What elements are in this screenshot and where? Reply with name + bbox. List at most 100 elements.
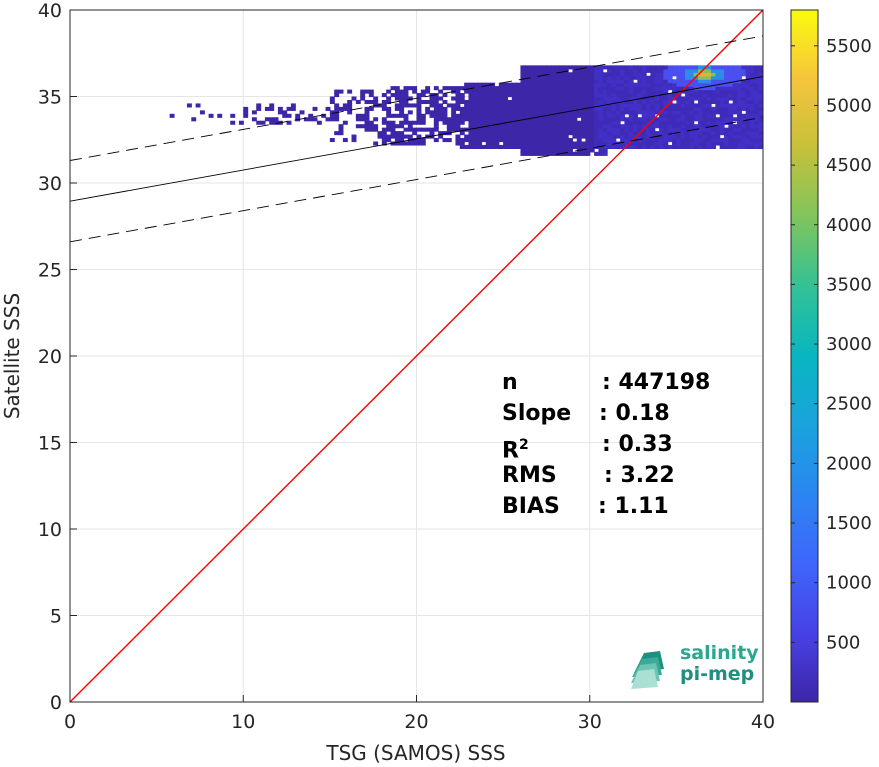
density-cell bbox=[316, 120, 322, 125]
density-cell bbox=[516, 99, 522, 105]
density-cell bbox=[360, 113, 366, 118]
density-cell bbox=[719, 99, 725, 105]
density-cell bbox=[576, 103, 582, 108]
density-cell bbox=[442, 93, 448, 98]
density-cell bbox=[654, 86, 660, 91]
density-cell bbox=[490, 110, 496, 115]
density-cell bbox=[654, 79, 660, 84]
density-cell bbox=[546, 68, 552, 73]
density-cell bbox=[620, 68, 625, 73]
density-cell bbox=[524, 75, 530, 80]
density-cell bbox=[407, 86, 413, 91]
density-cell bbox=[407, 124, 413, 129]
density-cell bbox=[394, 131, 400, 136]
density-cell bbox=[290, 103, 296, 108]
density-cell bbox=[758, 106, 763, 111]
logo-line2: pi-mep bbox=[680, 663, 755, 685]
density-cell bbox=[459, 110, 465, 115]
density-cell bbox=[689, 131, 695, 136]
density-cell bbox=[719, 131, 725, 136]
density-cell bbox=[264, 106, 270, 111]
density-cell bbox=[745, 106, 751, 111]
density-cell bbox=[702, 106, 708, 111]
density-cell bbox=[685, 99, 690, 105]
density-cell bbox=[607, 113, 613, 118]
density-cell bbox=[533, 110, 539, 115]
density-cell bbox=[217, 113, 223, 118]
density-cell bbox=[711, 86, 716, 91]
density-cell bbox=[624, 141, 630, 146]
density-cell bbox=[745, 68, 751, 73]
density-cell bbox=[576, 131, 582, 136]
density-cell bbox=[485, 131, 491, 136]
density-cell bbox=[702, 82, 708, 87]
density-cell bbox=[459, 96, 465, 101]
density-cell bbox=[745, 138, 751, 143]
density-cell bbox=[494, 89, 500, 94]
density-cell bbox=[516, 110, 522, 115]
density-cell bbox=[520, 110, 526, 115]
density-cell bbox=[758, 131, 763, 136]
density-cell bbox=[758, 127, 763, 132]
density-cell bbox=[706, 75, 712, 80]
density-cell bbox=[494, 110, 500, 115]
density-cell bbox=[477, 127, 483, 132]
density-cell bbox=[555, 106, 561, 111]
density-cell bbox=[607, 127, 613, 132]
density-cell bbox=[559, 103, 565, 108]
density-cell bbox=[581, 134, 587, 139]
density-cell bbox=[728, 127, 734, 132]
density-cell bbox=[650, 82, 656, 87]
density-cell bbox=[663, 82, 669, 87]
density-cell bbox=[334, 131, 340, 136]
density-cell bbox=[381, 99, 387, 105]
density-cell bbox=[663, 96, 669, 101]
density-cell bbox=[611, 89, 617, 94]
density-cell bbox=[615, 131, 621, 136]
colorbar-tick-label: 500 bbox=[826, 632, 860, 653]
density-cell bbox=[602, 138, 608, 143]
density-cell bbox=[386, 134, 392, 139]
density-cell bbox=[589, 138, 595, 143]
density-cell bbox=[490, 99, 496, 105]
density-cell bbox=[672, 103, 677, 108]
density-cell bbox=[698, 106, 703, 111]
density-cell bbox=[485, 113, 491, 118]
density-cell bbox=[611, 106, 617, 111]
density-cell bbox=[516, 120, 522, 125]
density-cell bbox=[607, 89, 613, 94]
density-cell bbox=[667, 106, 673, 111]
density-cell bbox=[663, 68, 669, 73]
density-cell bbox=[490, 144, 496, 149]
density-cell bbox=[529, 110, 535, 115]
density-cell bbox=[559, 82, 565, 87]
density-cell bbox=[520, 75, 526, 80]
density-cell bbox=[373, 96, 379, 101]
density-cell bbox=[689, 106, 695, 111]
density-cell bbox=[685, 138, 690, 143]
density-cell bbox=[589, 148, 595, 153]
density-cell bbox=[745, 79, 751, 84]
density-cell bbox=[719, 113, 725, 118]
density-cell bbox=[676, 103, 682, 108]
y-tick-label: 25 bbox=[38, 260, 62, 282]
density-cell bbox=[472, 120, 478, 125]
density-cell bbox=[754, 120, 760, 125]
density-cell bbox=[238, 120, 244, 125]
density-cell bbox=[685, 106, 690, 111]
density-cell bbox=[620, 144, 625, 149]
density-cell bbox=[568, 144, 574, 149]
density-cell bbox=[659, 65, 664, 70]
density-cell bbox=[381, 134, 387, 139]
density-cell bbox=[654, 131, 660, 136]
density-cell bbox=[624, 110, 630, 115]
density-cell bbox=[503, 113, 509, 118]
density-cell bbox=[615, 134, 621, 139]
x-tick-label: 10 bbox=[231, 711, 255, 733]
density-cell bbox=[698, 131, 703, 136]
density-cell bbox=[702, 79, 708, 84]
density-cell bbox=[498, 120, 504, 125]
density-cell bbox=[520, 120, 526, 125]
density-cell bbox=[459, 127, 465, 132]
density-cell bbox=[399, 96, 405, 101]
